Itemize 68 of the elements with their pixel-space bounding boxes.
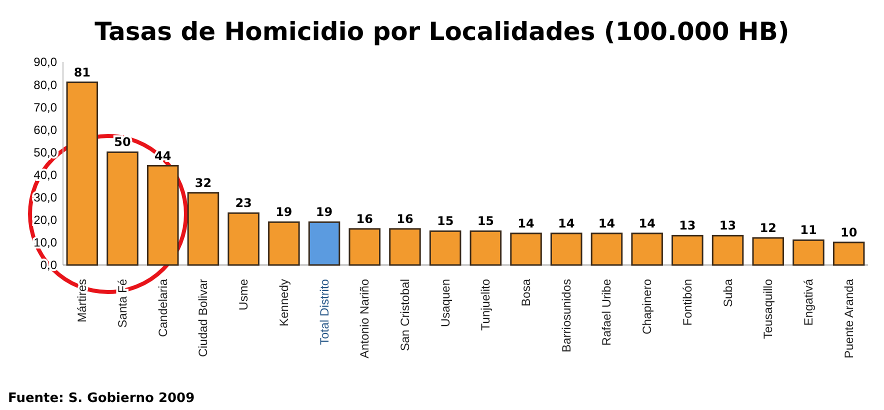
x-tick-label: Chapinero bbox=[640, 278, 654, 334]
data-label: 14 bbox=[638, 216, 656, 230]
x-tick-label: Fontibón bbox=[680, 279, 694, 326]
x-tick-label: Teusaquillo bbox=[761, 278, 776, 340]
y-tick-label: 90,0 bbox=[34, 55, 58, 70]
bar bbox=[590, 232, 623, 266]
data-label: 19 bbox=[316, 205, 333, 220]
x-tick-label: Kennedy bbox=[276, 279, 291, 326]
data-label: 14 bbox=[558, 216, 575, 230]
data-label: 16 bbox=[356, 212, 373, 226]
bar bbox=[429, 230, 462, 266]
x-tick-label: Barriosunidos bbox=[559, 279, 574, 352]
y-tick-label: 20,0 bbox=[34, 213, 58, 228]
bar bbox=[146, 165, 179, 266]
x-tick-label: Usme bbox=[236, 278, 251, 310]
y-tick-label: 70,0 bbox=[34, 100, 58, 114]
x-tick-label: Engativá bbox=[801, 278, 816, 326]
x-tick-label: Ciudad Bolivar bbox=[196, 279, 210, 358]
x-tick-label: Rafael Uribe bbox=[600, 278, 614, 346]
data-label: 13 bbox=[719, 218, 736, 233]
bar bbox=[268, 221, 300, 266]
x-tick-label: Tunjuelito bbox=[478, 278, 493, 331]
source-note: Fuente: S. Gobierno 2009 bbox=[8, 391, 195, 406]
data-label: 19 bbox=[276, 205, 292, 220]
x-tick-label: Suba bbox=[720, 278, 735, 308]
x-tick-label: Bosa bbox=[519, 278, 534, 306]
y-tick-label: 80,0 bbox=[34, 78, 58, 92]
bar bbox=[550, 232, 582, 266]
data-label: 15 bbox=[436, 214, 454, 228]
bar bbox=[631, 232, 663, 266]
x-tick-label: Santa Fé bbox=[116, 278, 130, 328]
data-label: 10 bbox=[840, 225, 858, 240]
x-tick-label: Antonio Nariño bbox=[358, 278, 372, 358]
y-tick-label: 30,0 bbox=[34, 190, 58, 205]
x-tick-label: Puente Aranda bbox=[842, 278, 856, 358]
x-tick-label: Candelaria bbox=[156, 278, 170, 338]
data-label: 14 bbox=[598, 216, 616, 230]
bar bbox=[228, 212, 260, 266]
bar bbox=[832, 242, 865, 266]
y-tick-label: 60,0 bbox=[34, 122, 58, 137]
data-label: 32 bbox=[194, 176, 212, 190]
bar bbox=[187, 192, 220, 266]
bar bbox=[752, 237, 784, 266]
x-tick-label: Usaquen bbox=[438, 279, 452, 328]
bar bbox=[106, 151, 138, 266]
data-label: 81 bbox=[74, 65, 91, 80]
chart-title: Tasas de Homicidio por Localidades (100.000 HB) bbox=[94, 17, 790, 46]
data-label: 23 bbox=[235, 196, 252, 210]
y-tick-label: 50,0 bbox=[34, 145, 58, 160]
bar bbox=[66, 82, 98, 266]
x-tick-label: San Cristobal bbox=[398, 279, 412, 352]
bar bbox=[470, 230, 502, 266]
bar bbox=[672, 234, 704, 266]
data-label: 11 bbox=[800, 223, 817, 238]
bar bbox=[348, 228, 381, 266]
x-tick-label: Total Distrito bbox=[317, 278, 332, 346]
data-label: 12 bbox=[760, 220, 776, 235]
data-label: 50 bbox=[114, 135, 131, 150]
bar bbox=[389, 228, 421, 266]
data-label: 14 bbox=[518, 216, 534, 230]
bar bbox=[308, 221, 340, 266]
x-tick-label: Mártires bbox=[75, 279, 90, 322]
data-label: 16 bbox=[396, 212, 414, 226]
data-label: 13 bbox=[679, 218, 696, 233]
bar bbox=[712, 234, 744, 266]
bar bbox=[792, 239, 824, 266]
data-label: 15 bbox=[477, 214, 494, 228]
bar bbox=[510, 232, 542, 266]
